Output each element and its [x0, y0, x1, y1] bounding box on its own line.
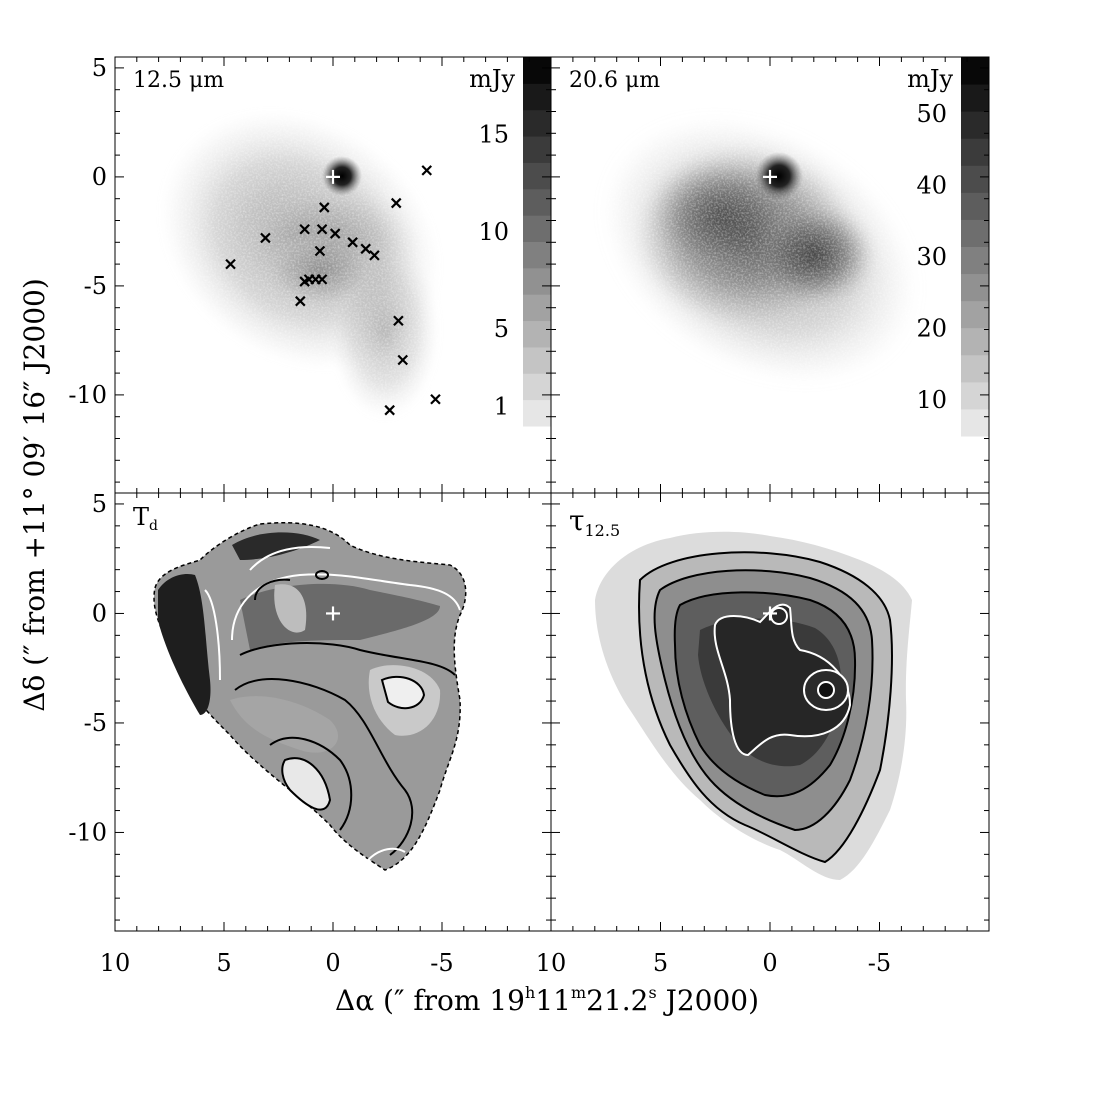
colorbar-tick-label: 40 — [916, 172, 947, 200]
colorbar-20um: mJy 10 20 30 40 50 — [907, 57, 989, 437]
source-cross-marker — [316, 274, 328, 285]
x-tick-label: 5 — [216, 949, 231, 977]
source-cross-marker — [360, 243, 371, 255]
source-crosses — [225, 165, 441, 416]
colorbar-tick-label: 50 — [916, 100, 947, 128]
colorbar-step — [961, 84, 989, 112]
source-cross-marker — [384, 404, 395, 416]
source-cross-marker — [319, 202, 330, 213]
source-cross-marker — [225, 258, 236, 270]
y-tick-label: 5 — [92, 54, 107, 82]
colorbar-unit: mJy — [907, 65, 953, 93]
colorbar-step — [523, 57, 551, 84]
peak-blob-20um — [755, 152, 803, 200]
colorbar-tick-label: 10 — [478, 218, 509, 246]
source-cross-marker — [397, 354, 409, 366]
x-tick-label: -5 — [430, 949, 453, 977]
source-cross-marker — [393, 315, 404, 327]
peak-plus-marker — [763, 606, 777, 621]
colorbar-tick-label: 15 — [478, 121, 509, 149]
x-tick-label: 0 — [325, 949, 340, 977]
colorbar-step — [961, 327, 989, 356]
y-tick-label: 0 — [92, 163, 107, 191]
y-tick-label: 5 — [92, 490, 107, 518]
plot-frame — [114, 56, 990, 932]
colorbar-step — [961, 408, 989, 437]
colorbar-unit: mJy — [469, 65, 515, 93]
colorbar-step — [523, 320, 551, 348]
y-tick-label: -5 — [84, 709, 107, 737]
source-cross-marker — [430, 393, 441, 405]
colorbar-step — [961, 246, 989, 275]
y-tick-label: -10 — [68, 818, 107, 846]
source-cross-marker — [329, 228, 341, 239]
source-cross-marker — [299, 223, 310, 235]
panel-label-optical-depth: τ12.5 — [569, 504, 620, 540]
peak-plus-marker — [326, 169, 340, 184]
x-tick-label: 5 — [653, 949, 668, 977]
source-cross-marker — [390, 197, 402, 209]
colorbar-step — [523, 109, 551, 137]
source-cross-marker — [260, 232, 271, 244]
panel-label-12um: 12.5 μm — [133, 68, 224, 93]
peak-plus-marker — [326, 606, 340, 621]
y-tick-label: 0 — [92, 599, 107, 627]
colorbar-tick-label: 20 — [916, 315, 947, 343]
colorbar-step — [523, 267, 551, 295]
y-tick-label: -5 — [84, 272, 107, 300]
x-tick-label: 10 — [536, 949, 567, 977]
colorbar-step — [523, 215, 551, 242]
colorbar-step — [523, 188, 551, 216]
source-cross-marker — [314, 245, 326, 257]
panel-12um — [115, 57, 551, 493]
peak-plus-marker — [763, 169, 777, 184]
colorbar-tick-label: 30 — [916, 243, 947, 271]
source-cross-marker — [369, 250, 380, 261]
colorbar-step — [961, 354, 989, 383]
colorbar-step — [961, 138, 989, 166]
panel-20um — [551, 57, 989, 493]
colorbar-step — [961, 165, 989, 193]
x-axis-label: Δα (″ from 19h11m21.2s J2000) — [335, 983, 759, 1017]
source-cross-marker — [295, 295, 306, 307]
y-tick-label: -10 — [68, 381, 107, 409]
colorbar-step — [961, 381, 989, 410]
colorbar-step — [961, 57, 989, 85]
y-axis-label: Δδ (″ from +11° 09′ 16″ J2000) — [18, 278, 51, 712]
colorbar-step — [523, 399, 551, 427]
colorbar-step — [523, 136, 551, 163]
panel-label-20um: 20.6 μm — [569, 68, 660, 93]
colorbar-tick-label: 1 — [494, 393, 509, 421]
colorbar-step — [961, 192, 989, 220]
x-tick-label: -5 — [868, 949, 891, 977]
peak-blob-12um — [322, 156, 362, 196]
x-tick-label: 10 — [100, 949, 131, 977]
panel-optical-depth — [595, 531, 912, 880]
colorbar-step — [523, 162, 551, 190]
source-cross-marker — [299, 276, 310, 287]
colorbar-step — [961, 273, 989, 302]
panel-label-temperature: Td — [133, 503, 158, 534]
colorbar-step — [961, 219, 989, 247]
colorbar-step — [961, 111, 989, 139]
panel-temperature — [153, 521, 467, 871]
source-cross-marker — [316, 223, 328, 235]
colorbar-step — [523, 83, 551, 111]
colorbar-step — [523, 373, 551, 401]
colorbar-tick-label: 5 — [494, 315, 509, 343]
colorbar-tick-label: 10 — [916, 386, 947, 414]
colorbar-step — [961, 300, 989, 329]
source-cross-marker — [347, 237, 358, 248]
source-cross-marker — [421, 165, 433, 176]
x-tick-label: 0 — [762, 949, 777, 977]
